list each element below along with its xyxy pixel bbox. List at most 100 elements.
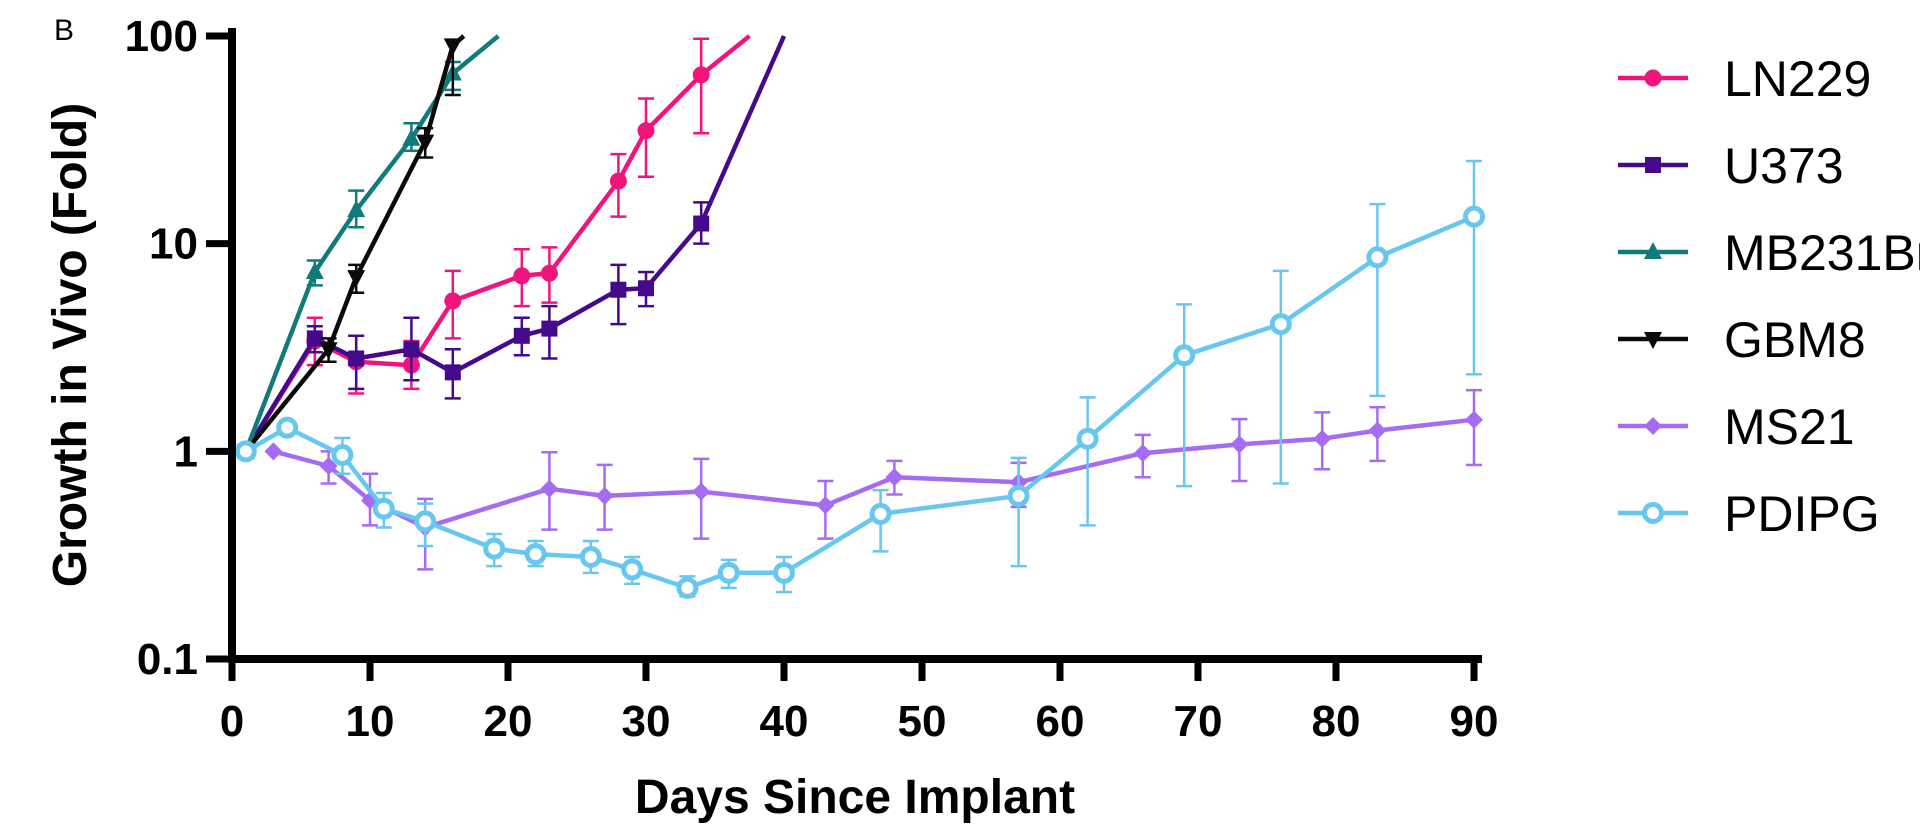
data-point <box>717 561 740 584</box>
series-ms21 <box>264 388 1483 571</box>
data-point <box>331 444 354 467</box>
y-tick-label: 0.1 <box>137 635 198 684</box>
legend-marker <box>1644 332 1662 349</box>
data-point <box>692 66 710 84</box>
data-point <box>638 280 654 297</box>
data-point <box>319 456 338 475</box>
series-u373 <box>237 35 787 460</box>
series-mb231br <box>236 34 500 459</box>
data-point <box>692 482 711 501</box>
data-point <box>773 561 795 584</box>
data-point <box>1465 410 1483 429</box>
x-tick-label: 50 <box>898 697 947 746</box>
legend-marker <box>1644 242 1662 259</box>
data-point <box>414 510 437 533</box>
legend-label: LN229 <box>1724 51 1871 107</box>
data-point <box>1269 313 1292 336</box>
data-point <box>348 350 365 367</box>
legend-marker <box>1644 69 1662 87</box>
data-point <box>885 468 904 487</box>
x-tick-label: 80 <box>1312 697 1361 746</box>
data-point <box>444 292 462 310</box>
ticks-layer: 0 10 20 30 40 50 60 70 80 90 0.1 1 10 100 <box>125 12 1499 746</box>
series-pdipg <box>234 159 1485 599</box>
data-point <box>264 442 283 461</box>
data-point <box>595 486 614 505</box>
data-point <box>234 440 257 463</box>
x-axis-title: Days Since Implant <box>635 771 1075 824</box>
y-axis-title: Growth in Vivo (Fold) <box>44 103 97 587</box>
legend-item-gbm8: GBM8 <box>1618 312 1866 368</box>
error-bar <box>1176 303 1193 488</box>
error-bar <box>1010 456 1027 568</box>
x-tick-label: 60 <box>1036 697 1085 746</box>
series-ln229 <box>237 34 751 460</box>
legend: LN229 U373 MB231Br GBM8 MS21 PDIPG <box>1618 51 1920 542</box>
data-point <box>276 416 299 439</box>
data-point <box>319 342 338 360</box>
legend-label: GBM8 <box>1724 312 1866 368</box>
data-point <box>609 172 627 190</box>
error-bar <box>1369 202 1386 398</box>
legend-item-pdipg: PDIPG <box>1618 486 1880 542</box>
legend-item-ms21: MS21 <box>1618 399 1855 455</box>
data-point <box>869 502 892 525</box>
axes-layer <box>228 28 1482 663</box>
error-bar <box>693 37 710 135</box>
x-tick-label: 10 <box>346 697 395 746</box>
data-point <box>1173 344 1196 367</box>
legend-marker <box>1645 157 1661 173</box>
y-tick-label: 1 <box>174 427 198 476</box>
error-bar <box>1079 396 1096 527</box>
data-point <box>1007 484 1030 507</box>
data-point <box>579 545 602 568</box>
series-line <box>243 34 500 453</box>
error-bar <box>1466 159 1482 376</box>
y-tick-label: 100 <box>125 12 198 61</box>
data-point <box>693 215 710 232</box>
error-bar <box>1272 269 1289 485</box>
series-gbm8 <box>236 34 466 462</box>
legend-label: MS21 <box>1724 399 1855 455</box>
data-point <box>637 122 655 140</box>
data-point <box>444 364 461 381</box>
data-point <box>306 330 323 347</box>
legend-label: PDIPG <box>1724 486 1880 542</box>
x-tick-label: 20 <box>484 697 533 746</box>
data-point <box>347 200 366 218</box>
y-tick-label: 10 <box>149 220 198 269</box>
series-line <box>243 34 751 453</box>
data-point <box>610 281 627 298</box>
data-point <box>524 543 547 566</box>
data-point <box>402 128 421 146</box>
data-point <box>443 38 462 56</box>
data-point <box>1133 444 1152 463</box>
data-point <box>1313 429 1332 448</box>
legend-label: U373 <box>1724 138 1844 194</box>
data-point <box>403 341 420 358</box>
data-point <box>1230 435 1249 454</box>
x-tick-label: 40 <box>760 697 809 746</box>
data-point <box>541 320 558 337</box>
data-point <box>513 327 530 344</box>
data-point <box>347 270 366 288</box>
x-tick-label: 0 <box>220 697 244 746</box>
legend-marker <box>1642 502 1664 524</box>
data-point <box>513 267 531 285</box>
legend-marker <box>1644 417 1662 435</box>
data-point <box>816 496 835 515</box>
data-point <box>1463 205 1485 228</box>
series-line <box>244 214 1475 591</box>
data-point <box>1076 427 1099 450</box>
legend-label: MB231Br <box>1724 225 1920 281</box>
legend-item-u373: U373 <box>1618 138 1844 194</box>
data-point <box>372 497 395 520</box>
x-tick-label: 90 <box>1450 697 1499 746</box>
data-point <box>540 479 559 498</box>
data-point <box>540 264 558 282</box>
legend-item-mb231br: MB231Br <box>1618 225 1920 281</box>
panel-letter: B <box>54 14 74 47</box>
data-point <box>1368 421 1387 440</box>
data-point <box>1366 246 1389 269</box>
